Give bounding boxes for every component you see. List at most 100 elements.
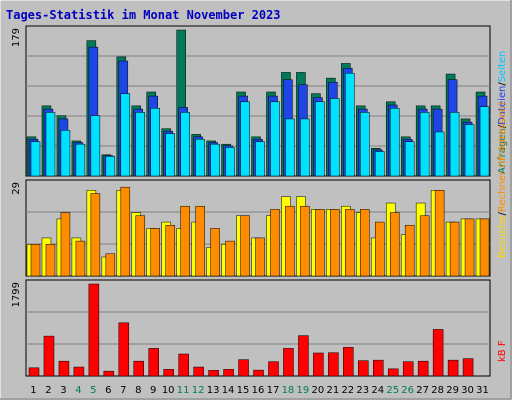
bar-pages-day-31 [479, 106, 490, 177]
bar-pages-day-2 [45, 112, 56, 177]
bar-pages-day-28 [434, 131, 445, 177]
bar-kbytes-day-4 [73, 366, 85, 377]
bar-kbytes-day-23 [358, 360, 369, 377]
bar-pages-day-4 [75, 143, 86, 177]
bar-kbytes-day-22 [343, 347, 354, 377]
legend-entry: kB F [497, 340, 508, 362]
x-tick-label: 20 [312, 385, 325, 396]
x-tick-label: 18 [282, 385, 295, 396]
bar-pages-day-26 [404, 141, 415, 177]
bar-kbytes-day-1 [28, 367, 40, 377]
x-tick-label: 23 [356, 385, 369, 396]
x-tick-label: 10 [162, 385, 175, 396]
x-tick-label: 24 [371, 385, 384, 396]
y-max-label-kbytes: 1799 [11, 282, 22, 307]
kbytes-panel: 1799 [11, 279, 491, 377]
bar-kbytes-day-5 [88, 283, 100, 377]
x-tick-label: 21 [326, 385, 339, 396]
bar-pages-day-22 [345, 72, 355, 177]
bar-kbytes-day-28 [432, 329, 444, 377]
bar-kbytes-day-26 [402, 361, 414, 377]
bar-hosts-day-9 [150, 228, 160, 277]
bar-pages-day-5 [90, 115, 101, 177]
bar-pages-day-21 [330, 98, 340, 177]
bar-hosts-day-14 [225, 240, 235, 277]
x-tick-label: 13 [207, 385, 220, 396]
bar-hosts-day-23 [360, 209, 370, 277]
x-tick-label: 29 [446, 385, 459, 396]
legend-entry: Seiten [497, 51, 508, 83]
bar-pages-day-3 [60, 130, 71, 177]
bar-pages-day-14 [225, 147, 235, 177]
bar-hosts-day-28 [434, 190, 445, 277]
bar-hosts-day-30 [464, 218, 475, 277]
bar-hosts-day-18 [285, 205, 295, 277]
x-tick-label: 22 [341, 385, 354, 396]
x-tick-label: 5 [90, 385, 96, 396]
legend-entry: / [497, 82, 508, 86]
y-max-label-hits: 179 [11, 28, 22, 47]
bar-hosts-day-22 [345, 209, 355, 277]
x-tick-label: 25 [386, 385, 399, 396]
x-tick-label: 9 [150, 385, 156, 396]
bar-pages-day-19 [300, 118, 310, 177]
bar-pages-day-11 [180, 112, 190, 177]
bar-kbytes-day-30 [462, 358, 474, 377]
x-tick-label: 2 [45, 385, 51, 396]
legend-entry: Anfragen [497, 128, 508, 174]
bar-kbytes-day-16 [253, 369, 264, 377]
bar-pages-day-6 [105, 156, 116, 177]
legend-entry: / [497, 211, 508, 215]
bar-pages-day-27 [419, 112, 430, 177]
bar-pages-day-9 [150, 108, 160, 177]
bar-hosts-day-13 [210, 228, 220, 277]
x-tick-label: 6 [105, 385, 111, 396]
bar-pages-day-18 [285, 118, 295, 177]
bar-hosts-day-5 [90, 193, 101, 277]
bar-hosts-day-27 [419, 215, 430, 277]
bar-kbytes-day-6 [103, 370, 115, 377]
chart-title: Tages-Statistik im Monat November 2023 [6, 8, 281, 22]
bar-hosts-day-24 [375, 221, 385, 277]
bar-kbytes-day-25 [387, 368, 399, 377]
bar-kbytes-day-21 [328, 352, 339, 377]
bar-pages-day-8 [135, 112, 146, 177]
x-tick-label: 1 [30, 385, 36, 396]
bar-hosts-day-15 [240, 215, 250, 277]
bar-hosts-day-2 [45, 244, 56, 277]
x-tick-label: 16 [252, 385, 265, 396]
bar-pages-day-24 [375, 151, 385, 177]
bar-kbytes-day-13 [208, 370, 219, 377]
bar-kbytes-day-18 [283, 348, 294, 377]
bar-hosts-day-7 [120, 186, 131, 277]
bar-pages-day-7 [120, 93, 131, 177]
bar-hosts-day-31 [479, 218, 490, 277]
x-tick-label: 11 [177, 385, 190, 396]
bar-kbytes-day-3 [58, 360, 70, 377]
x-tick-label: 17 [267, 385, 280, 396]
bar-kbytes-day-20 [313, 352, 324, 377]
bar-pages-day-15 [240, 101, 250, 177]
legend-kbytes: kB F [497, 340, 508, 362]
bar-hosts-day-1 [30, 244, 41, 277]
bar-kbytes-day-12 [193, 366, 204, 377]
plot-area [25, 279, 491, 377]
bar-kbytes-day-24 [373, 359, 384, 377]
bar-kbytes-day-8 [133, 360, 145, 377]
x-tick-label: 30 [461, 385, 474, 396]
legend-entry: Dateien [497, 86, 508, 125]
bar-pages-day-16 [255, 141, 265, 177]
legend-entry: Besuche [497, 215, 508, 258]
bar-kbytes-day-11 [178, 353, 189, 377]
bar-kbytes-day-7 [118, 322, 130, 377]
x-axis-day-labels: 1 2 3 4 5 6 7 8 9 10 11 12 13 14 15 16 17 18 19 20 21 22 23 24 2… [30, 385, 489, 396]
bar-pages-day-12 [195, 139, 205, 177]
bar-kbytes-day-10 [163, 369, 174, 377]
bar-kbytes-day-29 [447, 359, 459, 377]
x-tick-label: 12 [192, 385, 205, 396]
x-tick-label: 7 [120, 385, 126, 396]
bar-hosts-day-20 [315, 209, 325, 277]
bar-hosts-day-29 [449, 221, 460, 277]
